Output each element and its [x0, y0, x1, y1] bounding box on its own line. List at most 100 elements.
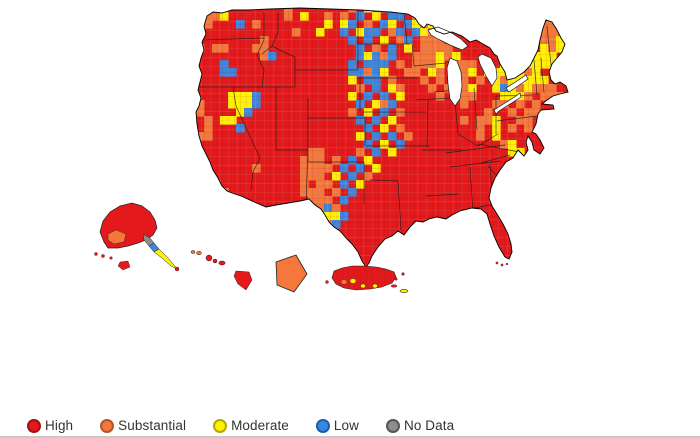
county-cell-substantial[interactable] — [308, 156, 317, 165]
county-cell-moderate[interactable] — [356, 180, 365, 189]
county-cell-substantial[interactable] — [364, 68, 373, 77]
county-cell-low[interactable] — [356, 12, 365, 21]
county-cell-low[interactable] — [372, 60, 381, 69]
county-cell-substantial[interactable] — [428, 52, 437, 61]
county-cell-low[interactable] — [348, 20, 357, 29]
aleutian-island[interactable] — [94, 252, 98, 256]
county-cell-low[interactable] — [356, 52, 365, 61]
county-cell-moderate[interactable] — [508, 60, 517, 69]
county-cell-low[interactable] — [356, 68, 365, 77]
hawaii-island[interactable] — [218, 260, 226, 266]
county-cell-moderate[interactable] — [500, 92, 509, 101]
county-cell-substantial[interactable] — [348, 108, 357, 117]
county-cell-substantial[interactable] — [364, 172, 373, 181]
county-cell-substantial[interactable] — [548, 28, 557, 37]
county-cell-moderate[interactable] — [340, 20, 349, 29]
county-cell-substantial[interactable] — [316, 180, 325, 189]
county-cell-moderate[interactable] — [532, 68, 541, 77]
county-cell-moderate[interactable] — [380, 68, 389, 77]
county-cell-low[interactable] — [388, 12, 397, 21]
puerto-rico-patch[interactable] — [360, 283, 366, 289]
county-cell-moderate[interactable] — [356, 132, 365, 141]
county-cell-substantial[interactable] — [284, 12, 293, 21]
county-cell-low[interactable] — [252, 100, 261, 109]
hawaii-island[interactable] — [190, 250, 196, 254]
county-cell-substantial[interactable] — [436, 44, 445, 53]
county-cell-substantial[interactable] — [204, 124, 213, 133]
county-cell-low[interactable] — [340, 180, 349, 189]
hawaii-island[interactable] — [212, 258, 218, 264]
county-cell-moderate[interactable] — [228, 92, 237, 101]
county-cell-low[interactable] — [220, 60, 229, 69]
county-cell-low[interactable] — [244, 108, 253, 117]
county-cell-moderate[interactable] — [420, 4, 429, 13]
county-cell-substantial[interactable] — [396, 36, 405, 45]
county-cell-low[interactable] — [220, 68, 229, 77]
county-cell-substantial[interactable] — [220, 188, 229, 197]
county-cell-moderate[interactable] — [540, 44, 549, 53]
county-cell-substantial[interactable] — [308, 188, 317, 197]
county-cell-low[interactable] — [372, 116, 381, 125]
county-cell-low[interactable] — [364, 92, 373, 101]
county-cell-low[interactable] — [412, 28, 421, 37]
county-cell-substantial[interactable] — [220, 44, 229, 53]
county-cell-substantial[interactable] — [524, 108, 533, 117]
county-cell-substantial[interactable] — [388, 28, 397, 37]
florida-key[interactable] — [500, 263, 504, 267]
county-cell-moderate[interactable] — [492, 84, 501, 93]
county-cell-substantial[interactable] — [396, 84, 405, 93]
county-cell-substantial[interactable] — [420, 60, 429, 69]
county-cell-low[interactable] — [348, 188, 357, 197]
kodiak-island[interactable] — [117, 260, 131, 271]
county-cell-substantial[interactable] — [300, 188, 309, 197]
county-cell-substantial[interactable] — [388, 76, 397, 85]
county-cell-substantial[interactable] — [524, 124, 533, 133]
county-cell-moderate[interactable] — [372, 100, 381, 109]
county-cell-substantial[interactable] — [324, 164, 333, 173]
county-cell-substantial[interactable] — [516, 116, 525, 125]
county-cell-moderate[interactable] — [372, 164, 381, 173]
district-of-columbia-inset[interactable] — [275, 254, 308, 293]
county-cell-low[interactable] — [348, 60, 357, 69]
county-cell-substantial[interactable] — [316, 188, 325, 197]
county-cell-low[interactable] — [372, 28, 381, 37]
county-cell-low[interactable] — [404, 36, 413, 45]
county-cell-moderate[interactable] — [236, 100, 245, 109]
county-cell-substantial[interactable] — [316, 172, 325, 181]
county-cell-substantial[interactable] — [308, 196, 317, 205]
county-cell-substantial[interactable] — [252, 44, 261, 53]
county-cell-low[interactable] — [252, 92, 261, 101]
county-cell-substantial[interactable] — [316, 156, 325, 165]
county-cell-substantial[interactable] — [324, 12, 333, 21]
county-cell-moderate[interactable] — [508, 140, 517, 149]
puerto-rico-patch[interactable] — [349, 278, 357, 284]
county-cell-substantial[interactable] — [484, 108, 493, 117]
hawaii-island[interactable] — [205, 254, 213, 262]
st-croix-island[interactable] — [399, 289, 409, 293]
county-cell-substantial[interactable] — [436, 68, 445, 77]
county-cell-substantial[interactable] — [308, 212, 317, 221]
vieques-island[interactable] — [390, 284, 398, 288]
county-cell-substantial[interactable] — [292, 28, 301, 37]
county-cell-substantial[interactable] — [540, 36, 549, 45]
county-cell-moderate[interactable] — [524, 52, 533, 61]
county-cell-moderate[interactable] — [332, 212, 341, 221]
county-cell-low[interactable] — [236, 20, 245, 29]
county-cell-substantial[interactable] — [420, 36, 429, 45]
county-cell-substantial[interactable] — [348, 4, 357, 13]
county-cell-substantial[interactable] — [252, 20, 261, 29]
county-cell-substantial[interactable] — [428, 84, 437, 93]
county-cell-moderate[interactable] — [332, 172, 341, 181]
county-cell-moderate[interactable] — [364, 4, 373, 13]
county-cell-low[interactable] — [228, 68, 237, 77]
county-cell-moderate[interactable] — [380, 36, 389, 45]
county-cell-moderate[interactable] — [364, 52, 373, 61]
county-cell-substantial[interactable] — [204, 116, 213, 125]
county-cell-substantial[interactable] — [516, 100, 525, 109]
county-cell-low[interactable] — [340, 212, 349, 221]
florida-key[interactable] — [495, 261, 499, 265]
county-cell-moderate[interactable] — [388, 116, 397, 125]
county-cell-low[interactable] — [348, 172, 357, 181]
county-cell-low[interactable] — [364, 28, 373, 37]
county-cell-substantial[interactable] — [380, 100, 389, 109]
